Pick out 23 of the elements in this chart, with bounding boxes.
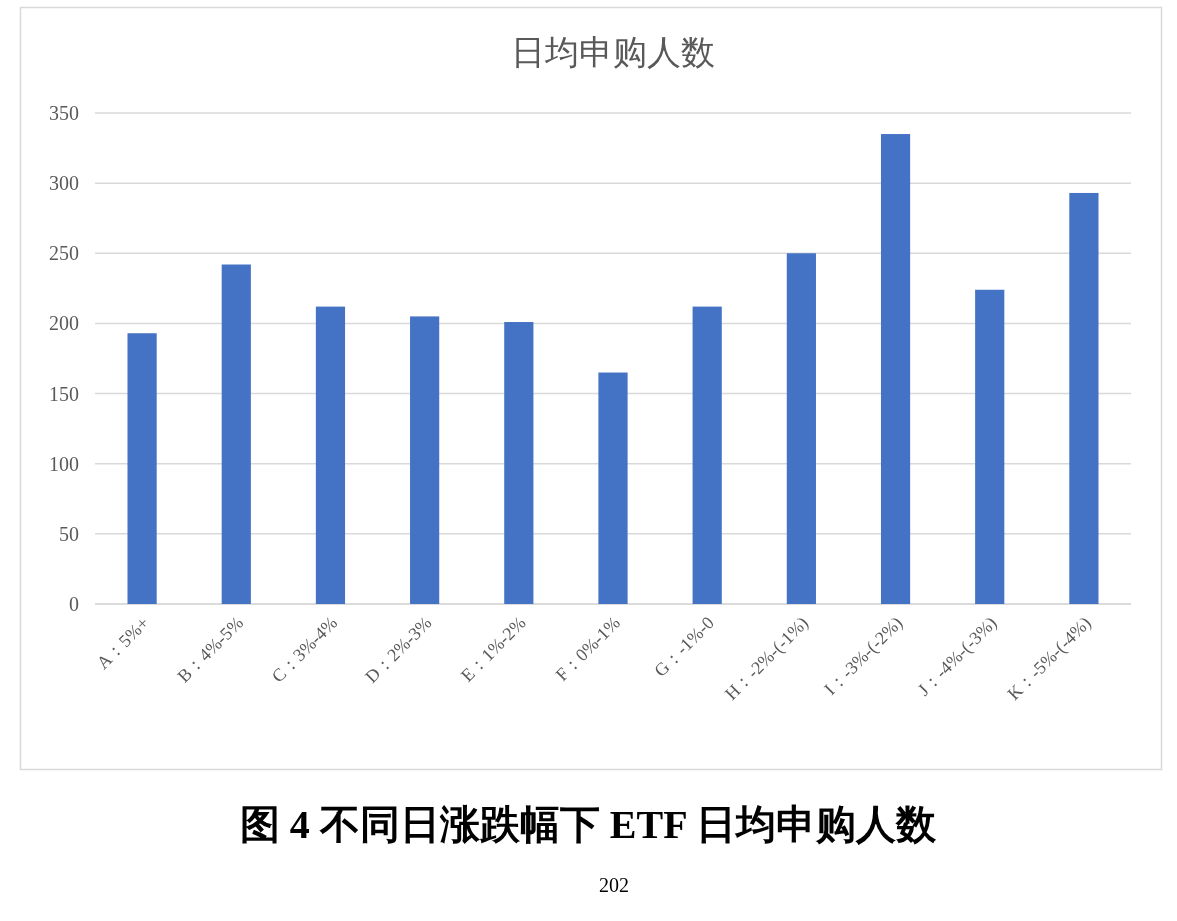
x-tick-label: A：5%+ — [92, 612, 153, 673]
y-tick-label: 300 — [49, 172, 79, 195]
bar — [975, 289, 1005, 604]
bar — [127, 333, 157, 604]
y-tick-label: 250 — [49, 242, 79, 265]
bar — [880, 134, 911, 604]
caption: 图 4 不同日涨跌幅下 ETF 日均申购人数 — [239, 802, 938, 847]
bar — [315, 306, 346, 604]
y-tick-label: 0 — [69, 593, 79, 615]
y-tick-label: 100 — [49, 452, 79, 475]
y-tick-label: 200 — [49, 312, 79, 335]
y-tick-label: 350 — [49, 102, 79, 124]
bar — [410, 316, 440, 604]
bar — [598, 372, 628, 604]
bar — [692, 306, 722, 604]
y-tick-label: 50 — [59, 522, 79, 545]
bar — [504, 322, 534, 604]
y-tick-label: 150 — [49, 382, 79, 405]
bar — [1069, 192, 1099, 604]
bar — [786, 253, 816, 604]
bar — [221, 264, 251, 604]
chart-title: 日均申购人数 — [511, 34, 715, 71]
text: 202 — [599, 874, 629, 896]
